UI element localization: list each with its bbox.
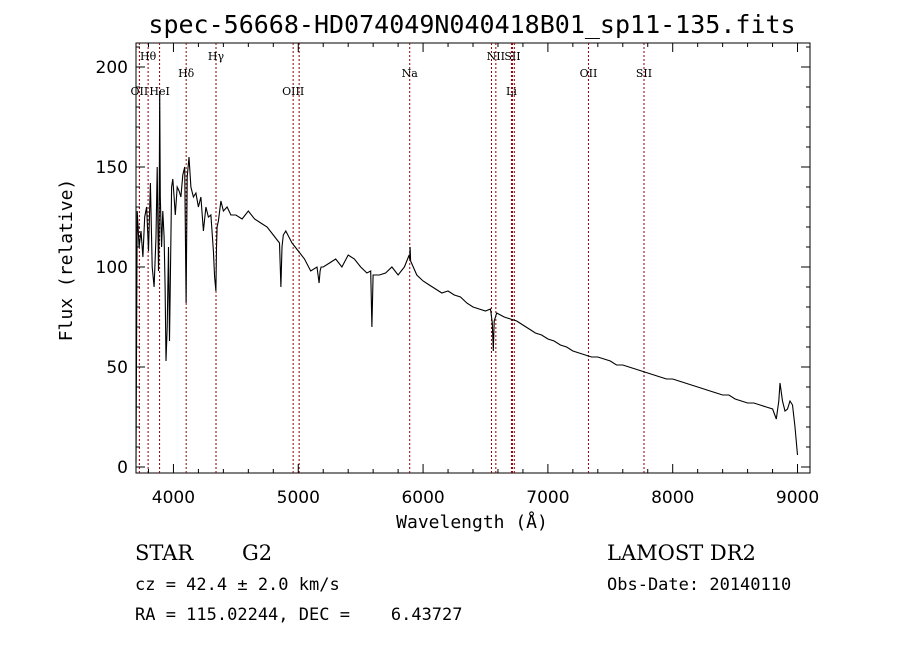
y-tick-label: 50 <box>106 358 128 378</box>
line-marker-label: SII <box>636 67 652 80</box>
coordinates-info: RA = 115.02244, DEC = 6.43727 <box>135 605 463 625</box>
plot-frame <box>135 42 811 474</box>
y-tick-label: 0 <box>117 458 128 478</box>
y-tick-label: 200 <box>96 58 128 78</box>
survey-name: LAMOST DR2 <box>607 541 756 565</box>
object-subclass: G2 <box>242 541 272 565</box>
chart-title: spec-56668-HD074049N040418B01_sp11-135.f… <box>148 10 795 39</box>
x-tick-label: 6000 <box>401 488 444 508</box>
spectral-line-markers <box>138 43 645 473</box>
object-class: STAR <box>135 541 194 565</box>
x-tick-label: 9000 <box>776 488 819 508</box>
line-marker-label: OIII <box>282 85 304 98</box>
line-marker-label: SII <box>504 50 520 63</box>
x-axis-label: Wavelength (Å) <box>396 511 548 533</box>
observation-date: Obs-Date: 20140110 <box>607 575 791 595</box>
line-marker-label: Hθ <box>140 50 157 63</box>
x-tick-label: 5000 <box>277 488 320 508</box>
x-axis-ticks: 4000 5000 6000 7000 8000 9000 <box>147 43 819 508</box>
line-marker-label: OII <box>131 85 149 98</box>
y-tick-label: 150 <box>96 158 128 178</box>
line-marker-label: NII <box>487 50 505 63</box>
y-tick-label: 100 <box>96 258 128 278</box>
line-marker-label: Hγ <box>208 50 225 63</box>
redshift-info: cz = 42.4 ± 2.0 km/s <box>135 575 340 595</box>
line-marker-label: Hδ <box>178 67 195 80</box>
line-marker-label: Li <box>506 85 517 98</box>
line-marker-label: Na <box>402 67 419 80</box>
y-axis-label: Flux (relative) <box>56 179 77 342</box>
x-tick-label: 7000 <box>526 488 569 508</box>
x-tick-label: 8000 <box>651 488 694 508</box>
spectrum-line <box>135 90 799 464</box>
x-tick-label: 4000 <box>152 488 195 508</box>
line-marker-label: OII <box>580 67 598 80</box>
y-axis-ticks: 0 50 100 150 200 <box>96 46 810 478</box>
